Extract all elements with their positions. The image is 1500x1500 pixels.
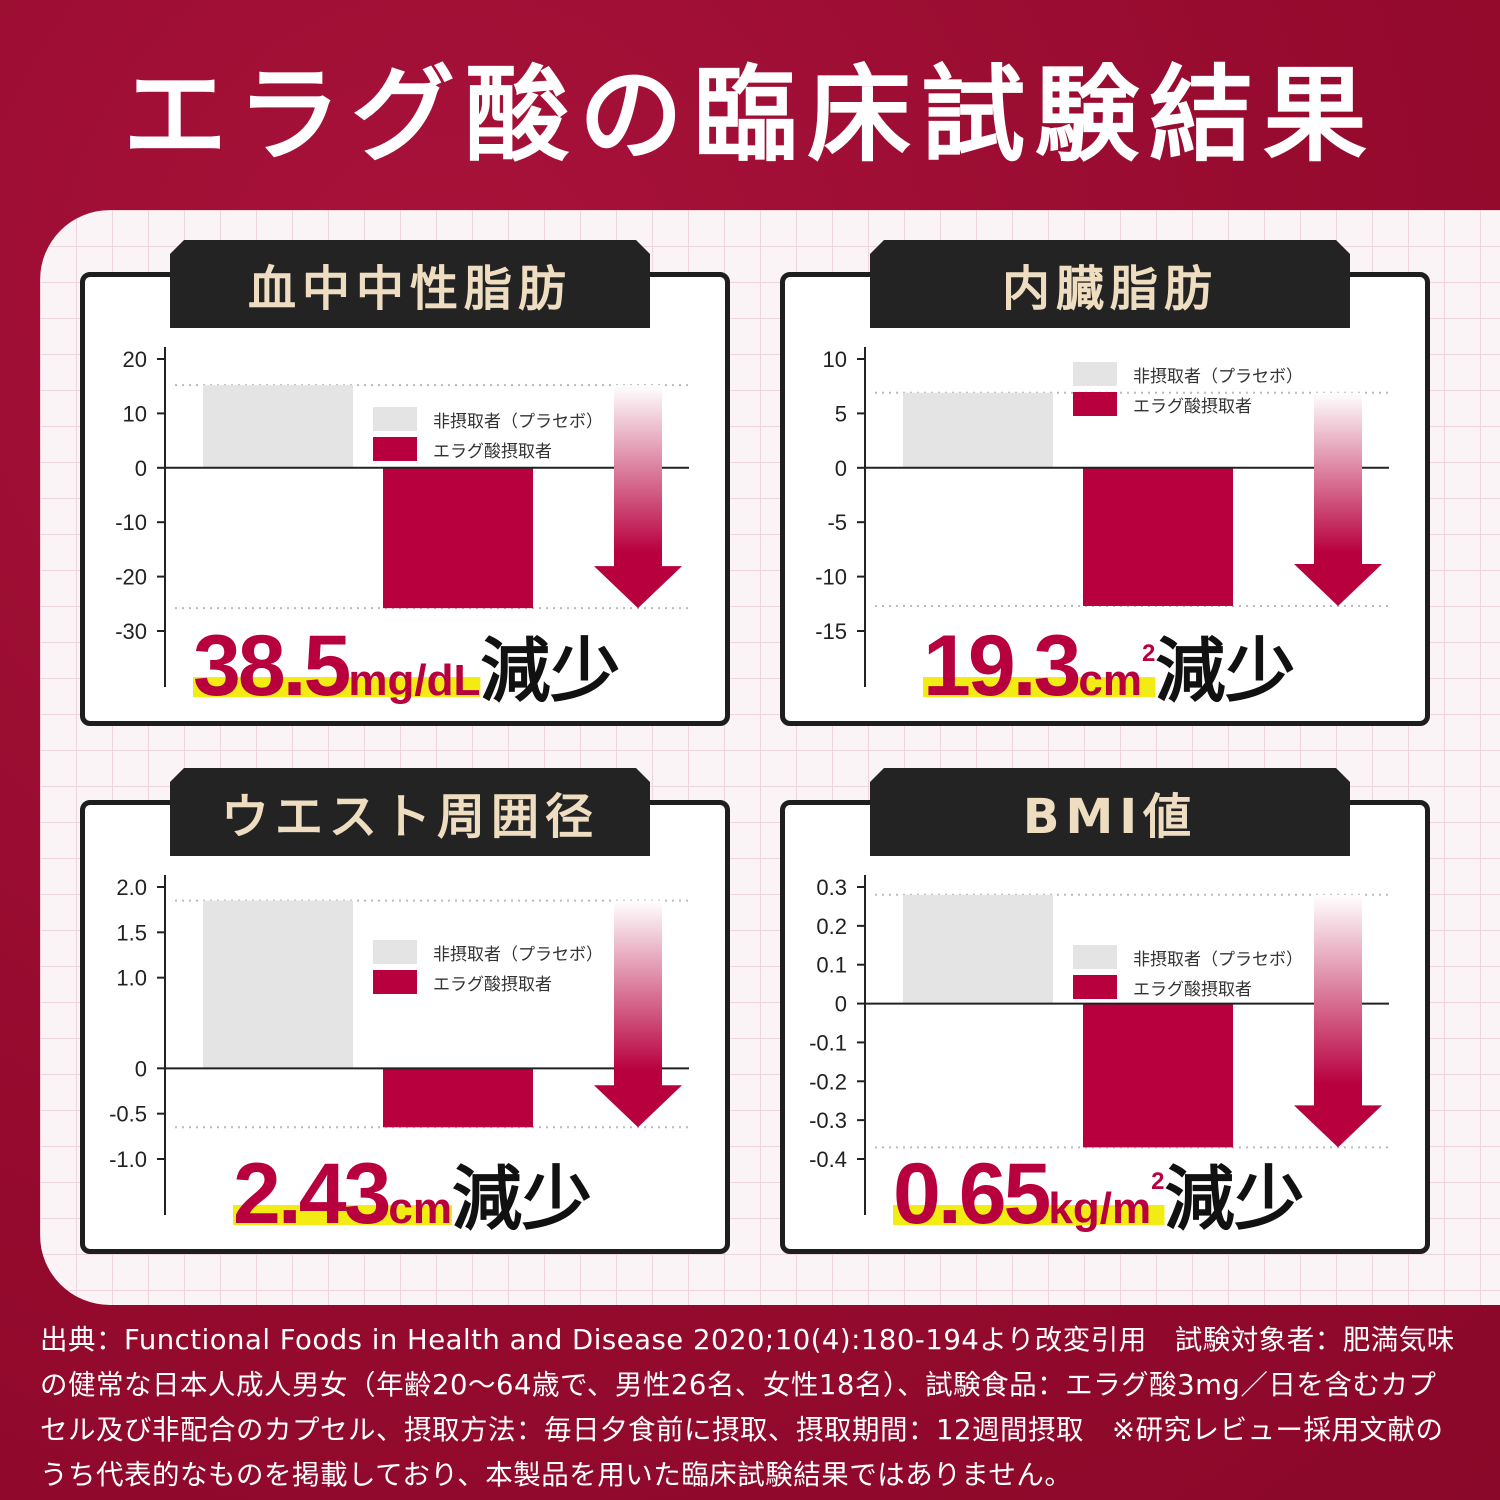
y-tick-label: -0.4 (809, 1147, 847, 1172)
y-tick-label: 0.3 (816, 875, 847, 900)
y-tick-label: 20 (123, 347, 147, 372)
y-tick-label: -15 (815, 619, 847, 644)
y-tick-label: 0 (835, 456, 847, 481)
legend-label-ellagic: エラグ酸摂取者 (433, 975, 552, 995)
legend-swatch-placebo (1073, 362, 1117, 386)
legend-swatch-placebo (1073, 945, 1117, 969)
reduction-value: 19.3 (923, 618, 1079, 714)
y-tick-label: 0 (135, 1056, 147, 1081)
legend-swatch-ellagic (1073, 975, 1117, 999)
y-tick-label: -10 (815, 565, 847, 590)
y-tick-label: 0 (135, 456, 147, 481)
reduction-unit-superscript: 2 (1151, 1168, 1164, 1195)
y-tick-label: -0.5 (109, 1102, 147, 1127)
reduction-unit: kg/m (1048, 1184, 1151, 1233)
reduction-highlight (923, 677, 1156, 697)
y-tick-label: -30 (115, 619, 147, 644)
reduction-unit: mg/dL (348, 656, 480, 705)
chart-svg-waist: 2.0 1.5 1.0 0 -0.5 -1.0 非摂取者（プラセボ） エラグ酸摂取者 2.43c… (109, 875, 689, 1242)
chart-svg-visceral-fat: 10 5 0 -5 -10 -15 非摂取者（プラセボ） エラグ酸摂取者 19.3cm2減少 (815, 347, 1389, 714)
chart-label-bmi: BMI値 (870, 768, 1350, 856)
bar-ellagic (1083, 467, 1233, 606)
reduction-headline: 19.3cm2減少 (923, 618, 1295, 714)
reduction-unit: cm (1078, 656, 1142, 705)
bar-placebo (203, 900, 353, 1069)
legend-swatch-placebo (373, 940, 417, 964)
chart-label-waist: ウエスト周囲径 (170, 768, 650, 856)
legend-swatch-ellagic (373, 437, 417, 461)
bar-placebo (903, 894, 1053, 1004)
legend-swatch-placebo (373, 407, 417, 431)
y-tick-label: 5 (835, 401, 847, 426)
chart-card-triglyceride: 20 10 0 -10 -20 -30 非摂取者（プラセボ） エラグ酸摂取者 38.5mg/dL… (80, 272, 730, 726)
reduction-unit-superscript: 2 (1142, 640, 1155, 667)
source-footnote: 出典：Functional Foods in Health and Diseas… (40, 1324, 1455, 1491)
reduction-word: 減少 (1155, 632, 1295, 710)
reduction-value: 2.43 (233, 1146, 389, 1242)
page-title: エラグ酸の臨床試験結果 (122, 54, 1377, 176)
y-tick-label: -0.1 (809, 1030, 847, 1055)
bar-placebo (903, 392, 1053, 468)
bar-ellagic (1083, 1003, 1233, 1148)
reduction-unit: cm (388, 1184, 452, 1233)
reduction-arrow (1294, 392, 1382, 606)
y-tick-label: 10 (823, 347, 847, 372)
y-tick-label: -10 (115, 510, 147, 535)
y-tick-label: -1.0 (109, 1147, 147, 1172)
reduction-word: 減少 (1164, 1160, 1304, 1238)
y-tick-label: -5 (827, 510, 847, 535)
reduction-word: 減少 (480, 632, 620, 710)
bar-placebo (203, 385, 353, 468)
reduction-text: 2.43cm減少 (233, 1146, 592, 1242)
reduction-arrow (1294, 894, 1382, 1148)
y-tick-label: 1.5 (116, 920, 147, 945)
legend-swatch-ellagic (373, 970, 417, 994)
legend-label-ellagic: エラグ酸摂取者 (1133, 980, 1252, 1000)
y-tick-label: -0.2 (809, 1069, 847, 1094)
y-tick-label: 2.0 (116, 875, 147, 900)
reduction-value: 0.65 (893, 1146, 1050, 1242)
reduction-text: 0.65kg/m2減少 (893, 1146, 1304, 1242)
reduction-highlight (233, 1205, 452, 1225)
legend-label-placebo: 非摂取者（プラセボ） (1133, 367, 1303, 387)
reduction-highlight (893, 1205, 1165, 1225)
y-tick-label: 1.0 (116, 966, 147, 991)
y-tick-label: 0.1 (816, 953, 847, 978)
legend-label-ellagic: エラグ酸摂取者 (1133, 397, 1252, 417)
reduction-headline: 2.43cm減少 (233, 1146, 592, 1242)
legend-label-placebo: 非摂取者（プラセボ） (433, 945, 603, 965)
y-tick-label: 10 (123, 401, 147, 426)
chart-card-bmi: 0.3 0.2 0.1 0 -0.1 -0.2 -0.3 -0.4 非摂取者（プラセボ） エラグ酸… (780, 800, 1430, 1254)
legend-label-ellagic: エラグ酸摂取者 (433, 442, 552, 462)
y-tick-label: 0 (835, 992, 847, 1017)
reduction-highlight (193, 677, 481, 697)
reduction-arrow (594, 900, 682, 1128)
reduction-word: 減少 (452, 1160, 592, 1238)
chart-card-visceral-fat: 10 5 0 -5 -10 -15 非摂取者（プラセボ） エラグ酸摂取者 19.3cm2減少 (780, 272, 1430, 726)
y-tick-label: 0.2 (816, 914, 847, 939)
legend-swatch-ellagic (1073, 392, 1117, 416)
legend-label-placebo: 非摂取者（プラセボ） (1133, 950, 1303, 970)
reduction-text: 38.5mg/dL減少 (193, 618, 620, 714)
legend-label-placebo: 非摂取者（プラセボ） (433, 412, 603, 432)
chart-label-triglyceride: 血中中性脂肪 (170, 240, 650, 328)
y-tick-label: -20 (115, 565, 147, 590)
chart-svg-bmi: 0.3 0.2 0.1 0 -0.1 -0.2 -0.3 -0.4 非摂取者（プラセボ） エラグ酸… (809, 875, 1389, 1242)
bar-ellagic (383, 467, 533, 609)
y-tick-label: -0.3 (809, 1108, 847, 1133)
reduction-headline: 38.5mg/dL減少 (193, 618, 620, 714)
chart-label-visceral-fat: 内臓脂肪 (870, 240, 1350, 328)
chart-svg-triglyceride: 20 10 0 -10 -20 -30 非摂取者（プラセボ） エラグ酸摂取者 38.5mg/dL… (115, 347, 689, 714)
reduction-headline: 0.65kg/m2減少 (893, 1146, 1304, 1242)
reduction-text: 19.3cm2減少 (923, 618, 1295, 714)
chart-card-waist: 2.0 1.5 1.0 0 -0.5 -1.0 非摂取者（プラセボ） エラグ酸摂取者 2.43c… (80, 800, 730, 1254)
bar-ellagic (383, 1068, 533, 1128)
reduction-value: 38.5 (193, 618, 350, 714)
reduction-arrow (594, 385, 682, 609)
